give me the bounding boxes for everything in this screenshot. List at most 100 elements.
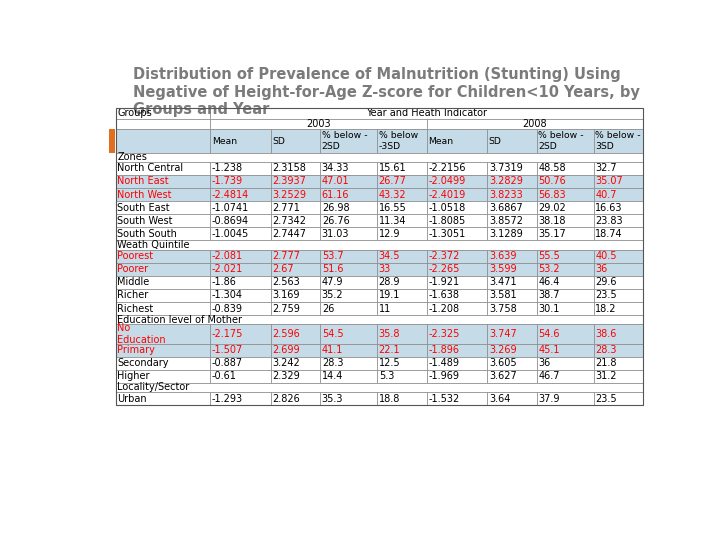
- Text: 19.1: 19.1: [379, 291, 400, 300]
- Bar: [210, 249, 271, 262]
- Bar: [594, 188, 644, 201]
- Bar: [594, 175, 644, 188]
- Text: SD: SD: [489, 137, 502, 146]
- Bar: [271, 343, 320, 356]
- Text: -1.969: -1.969: [428, 372, 459, 381]
- Bar: [377, 188, 427, 201]
- Bar: [271, 356, 320, 370]
- Text: Year and Heath Indicator: Year and Heath Indicator: [366, 109, 487, 118]
- Text: -1.921: -1.921: [428, 278, 459, 287]
- Bar: [320, 162, 377, 175]
- Text: 3.8233: 3.8233: [489, 190, 523, 200]
- Text: 2.596: 2.596: [272, 329, 300, 339]
- Bar: [427, 343, 487, 356]
- Bar: [271, 130, 320, 153]
- Text: 29.6: 29.6: [595, 278, 617, 287]
- Text: -2.021: -2.021: [212, 264, 243, 274]
- Bar: [271, 276, 320, 289]
- Text: 21.8: 21.8: [595, 358, 617, 368]
- Text: 2.329: 2.329: [272, 372, 300, 381]
- Bar: [377, 130, 427, 153]
- Text: 61.16: 61.16: [322, 190, 349, 200]
- Bar: [594, 249, 644, 262]
- Bar: [210, 325, 271, 343]
- Text: 3.627: 3.627: [489, 372, 517, 381]
- Text: -2.4814: -2.4814: [212, 190, 249, 200]
- Bar: [427, 119, 644, 130]
- Text: -1.208: -1.208: [428, 303, 459, 314]
- Bar: [427, 130, 487, 153]
- Bar: [594, 325, 644, 343]
- Bar: [427, 325, 487, 343]
- Text: 29.02: 29.02: [539, 202, 566, 213]
- Bar: [427, 214, 487, 227]
- Bar: [377, 325, 427, 343]
- Bar: [377, 227, 427, 240]
- Bar: [427, 356, 487, 370]
- Bar: [594, 130, 644, 153]
- Text: 3.747: 3.747: [489, 329, 517, 339]
- Text: Mean: Mean: [428, 137, 454, 146]
- Text: 47.9: 47.9: [322, 278, 343, 287]
- Bar: [116, 227, 210, 240]
- Bar: [116, 383, 644, 392]
- Bar: [537, 201, 594, 214]
- Bar: [116, 289, 210, 302]
- Bar: [271, 188, 320, 201]
- Text: 3.599: 3.599: [489, 264, 516, 274]
- Bar: [116, 249, 210, 262]
- Text: % below -
3SD: % below - 3SD: [595, 131, 641, 151]
- Text: SD: SD: [272, 137, 285, 146]
- Text: 26.76: 26.76: [322, 215, 349, 226]
- Bar: [320, 276, 377, 289]
- Bar: [210, 201, 271, 214]
- Text: 3.639: 3.639: [489, 251, 516, 261]
- Text: 45.1: 45.1: [539, 345, 560, 355]
- Bar: [320, 175, 377, 188]
- Bar: [320, 249, 377, 262]
- Text: North Central: North Central: [117, 164, 184, 173]
- Bar: [537, 130, 594, 153]
- Text: 2.3937: 2.3937: [272, 177, 306, 186]
- Bar: [377, 392, 427, 405]
- Bar: [271, 392, 320, 405]
- Text: -1.293: -1.293: [212, 394, 243, 403]
- Text: -1.0045: -1.0045: [212, 229, 249, 239]
- Text: Distribution of Prevalence of Malnutrition (Stunting) Using
Negative of Height-f: Distribution of Prevalence of Malnutriti…: [132, 67, 639, 117]
- Bar: [116, 188, 210, 201]
- Bar: [377, 249, 427, 262]
- Text: -1.638: -1.638: [428, 291, 459, 300]
- Bar: [537, 356, 594, 370]
- Text: 11: 11: [379, 303, 391, 314]
- Text: 3.269: 3.269: [489, 345, 516, 355]
- Bar: [487, 343, 537, 356]
- Bar: [487, 392, 537, 405]
- Text: Education level of Mother: Education level of Mother: [117, 315, 242, 325]
- Text: Urban: Urban: [117, 394, 147, 403]
- Text: 3.1289: 3.1289: [489, 229, 523, 239]
- Text: -0.887: -0.887: [212, 358, 243, 368]
- Text: Middle: Middle: [117, 278, 149, 287]
- Bar: [377, 162, 427, 175]
- Bar: [487, 227, 537, 240]
- Text: 46.7: 46.7: [539, 372, 560, 381]
- Bar: [320, 392, 377, 405]
- Text: -0.839: -0.839: [212, 303, 243, 314]
- Text: 40.7: 40.7: [595, 190, 617, 200]
- Text: North East: North East: [117, 177, 168, 186]
- Text: -2.325: -2.325: [428, 329, 459, 339]
- Bar: [537, 370, 594, 383]
- Text: 34.5: 34.5: [379, 251, 400, 261]
- Text: 55.5: 55.5: [539, 251, 560, 261]
- Text: -1.739: -1.739: [212, 177, 243, 186]
- Text: Richer: Richer: [117, 291, 148, 300]
- Text: 43.32: 43.32: [379, 190, 406, 200]
- Bar: [487, 188, 537, 201]
- Text: -2.081: -2.081: [212, 251, 243, 261]
- Text: 18.2: 18.2: [595, 303, 617, 314]
- Bar: [487, 249, 537, 262]
- Bar: [487, 276, 537, 289]
- Bar: [537, 188, 594, 201]
- Bar: [427, 392, 487, 405]
- Text: 16.55: 16.55: [379, 202, 407, 213]
